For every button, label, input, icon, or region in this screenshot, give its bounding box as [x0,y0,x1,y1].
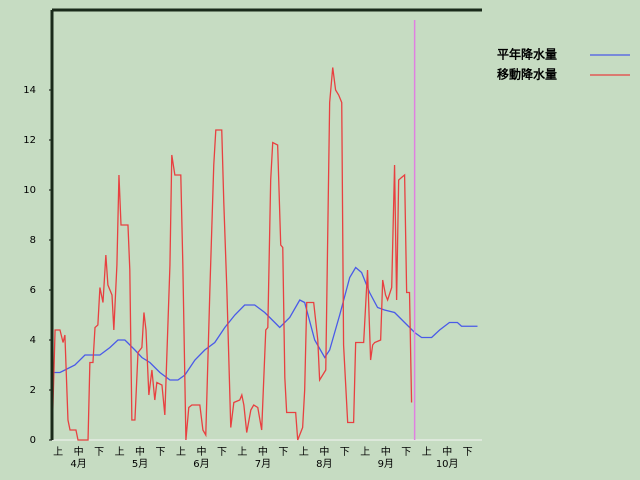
x-tick-label: 上 [237,446,247,458]
x-tick-label: 下 [463,447,473,458]
y-tick-label: 4 [30,335,36,346]
x-tick-label: 上 [176,446,186,458]
y-tick-label: 8 [30,235,36,246]
y-tick-label: 2 [30,385,36,396]
x-tick-label: 下 [401,447,411,458]
x-tick-label: 下 [278,447,288,458]
x-tick-label: 中 [381,445,391,458]
month-label: 8月 [316,458,332,470]
x-tick-label: 上 [115,446,125,458]
x-tick-label: 中 [258,445,268,458]
y-tick-label: 12 [23,135,36,146]
x-tick-label: 下 [340,447,350,458]
x-tick-label: 中 [442,445,452,458]
x-tick-label: 中 [74,445,84,458]
y-tick-label: 0 [30,435,36,446]
x-tick-label: 上 [299,446,309,458]
series-line [51,67,413,441]
month-label: 5月 [132,458,148,470]
y-tick-label: 10 [23,185,36,196]
legend-label: 移動降水量 [497,67,557,82]
x-tick-label: 上 [360,446,370,458]
legend-label: 平年降水量 [497,47,557,62]
month-label: 6月 [193,458,209,470]
series-line [51,266,478,441]
y-tick-label: 14 [23,85,36,96]
month-label: 4月 [70,458,86,470]
x-tick-label: 下 [94,447,104,458]
y-tick-label: 6 [30,285,36,296]
month-label: 7月 [255,458,271,470]
month-label: 10月 [436,458,459,470]
x-tick-label: 下 [217,447,227,458]
x-tick-label: 中 [196,445,206,458]
x-tick-label: 中 [319,445,329,458]
x-tick-label: 中 [135,445,145,458]
x-tick-label: 上 [422,446,432,458]
month-label: 9月 [378,458,394,470]
x-tick-label: 下 [156,447,166,458]
x-tick-label: 上 [53,446,63,458]
